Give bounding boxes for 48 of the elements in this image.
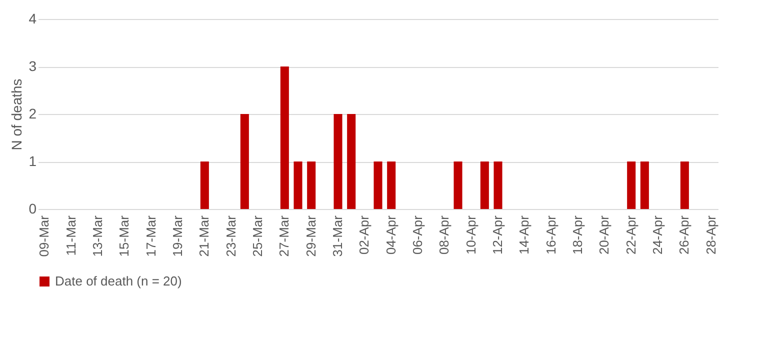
bar (280, 66, 289, 209)
bar (200, 162, 209, 209)
x-tick-label: 02-Apr (356, 214, 372, 255)
x-tick-label: 14-Apr (516, 214, 532, 255)
bar (480, 162, 489, 209)
y-tick-label: 3 (28, 58, 37, 74)
x-tick-label: 27-Mar (276, 214, 292, 257)
legend-label: Date of death (n = 20) (55, 274, 182, 288)
bar (387, 162, 396, 209)
y-tick-label: 1 (28, 153, 37, 169)
x-tick-label: 13-Mar (90, 214, 105, 257)
x-tick-label: 22-Apr (623, 214, 638, 255)
x-tick-label: 08-Apr (436, 214, 452, 255)
x-tick-label: 18-Apr (570, 214, 585, 255)
y-tick-label: 4 (28, 10, 37, 26)
x-tick-label: 26-Apr (676, 214, 692, 255)
x-tick-label: 12-Apr (490, 214, 505, 255)
bar (454, 162, 462, 209)
x-tick-label: 29-Mar (303, 214, 318, 257)
x-tick-label: 31-Mar (330, 214, 345, 257)
x-tick-label: 16-Apr (543, 214, 558, 255)
bar (627, 162, 636, 209)
x-tick-label: 17-Mar (143, 214, 158, 257)
bar (494, 162, 502, 209)
bar (374, 162, 382, 209)
bar (307, 162, 316, 209)
bar (294, 162, 302, 209)
bar (347, 114, 356, 209)
x-tick-label: 24-Apr (650, 214, 665, 255)
x-tick-label: 09-Mar (36, 214, 52, 257)
x-tick-label: 23-Mar (223, 214, 238, 257)
x-tick-label: 28-Apr (703, 214, 718, 255)
x-tick-label: 25-Mar (250, 214, 265, 257)
bar (680, 162, 689, 209)
x-tick-label: 21-Mar (196, 214, 212, 257)
y-tick-label: 2 (28, 106, 37, 122)
y-tick-label: 0 (28, 200, 37, 216)
x-tick-label: 06-Apr (410, 214, 425, 255)
x-tick-label: 04-Apr (383, 214, 398, 255)
y-axis-title: N of deaths (8, 78, 25, 150)
bar (240, 114, 249, 209)
bar (334, 114, 342, 209)
x-tick-label: 15-Mar (116, 214, 132, 257)
x-tick-label: 11-Mar (63, 214, 78, 256)
x-tick-label: 10-Apr (463, 214, 478, 255)
x-tick-label: 20-Apr (596, 214, 612, 255)
bar (640, 162, 649, 209)
x-tick-label: 19-Mar (170, 214, 185, 257)
